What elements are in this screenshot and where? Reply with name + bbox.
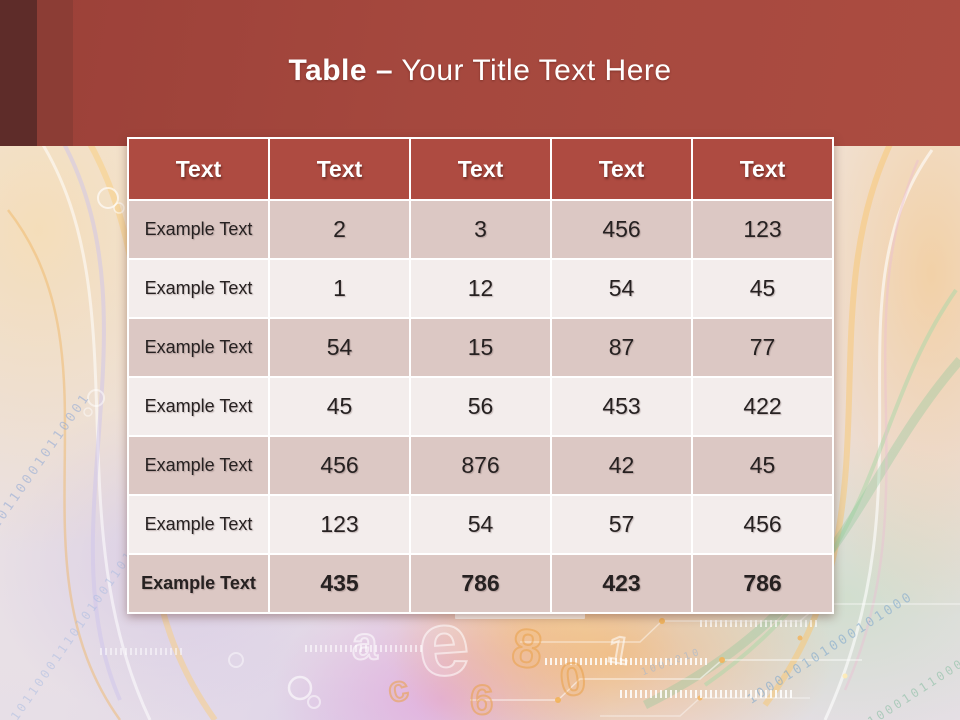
value-cell: 123	[693, 201, 832, 258]
row-label-cell: Example Text	[129, 496, 268, 553]
table-body: Example Text 2 3 456 123 Example Text 1 12 54 45 E…	[129, 201, 832, 612]
row-label-cell: Example Text	[129, 319, 268, 376]
value-cell: 45	[270, 378, 409, 435]
value-cell: 786	[693, 555, 832, 612]
table-row: Example Text 123 54 57 456	[129, 496, 832, 553]
value-cell: 423	[552, 555, 691, 612]
header-row: Text Text Text Text Text	[129, 139, 832, 199]
value-cell: 3	[411, 201, 550, 258]
value-cell: 77	[693, 319, 832, 376]
table-row: Example Text 435 786 423 786	[129, 555, 832, 612]
value-cell: 56	[411, 378, 550, 435]
value-cell: 45	[693, 260, 832, 317]
row-label-cell: Example Text	[129, 378, 268, 435]
left-dark-strip	[0, 0, 37, 146]
value-cell: 42	[552, 437, 691, 494]
tick-strip	[100, 648, 185, 655]
tick-strip	[700, 620, 820, 627]
value-cell: 453	[552, 378, 691, 435]
title-banner: Table – Your Title Text Here	[0, 0, 960, 146]
decorative-glyph: 6	[469, 675, 494, 720]
tick-strip	[305, 645, 425, 652]
row-label-cell: Example Text	[129, 555, 268, 612]
table-row: Example Text 2 3 456 123	[129, 201, 832, 258]
value-cell: 45	[693, 437, 832, 494]
column-header: Text	[693, 139, 832, 199]
value-cell: 54	[552, 260, 691, 317]
value-cell: 456	[270, 437, 409, 494]
value-cell: 15	[411, 319, 550, 376]
value-cell: 786	[411, 555, 550, 612]
table-row: Example Text 1 12 54 45	[129, 260, 832, 317]
table-row: Example Text 54 15 87 77	[129, 319, 832, 376]
row-label-cell: Example Text	[129, 437, 268, 494]
column-header: Text	[129, 139, 268, 199]
value-cell: 12	[411, 260, 550, 317]
value-cell: 422	[693, 378, 832, 435]
highlight-bar	[455, 610, 585, 619]
tick-strip	[620, 690, 795, 698]
title-separator: –	[375, 54, 394, 87]
slide-title: Table – Your Title Text Here	[0, 54, 960, 88]
left-mid-strip	[37, 0, 73, 146]
value-cell: 54	[411, 496, 550, 553]
title-bold-text: Table	[288, 54, 368, 87]
row-label-cell: Example Text	[129, 260, 268, 317]
value-cell: 876	[411, 437, 550, 494]
data-table: Text Text Text Text Text Example Text 2 3 456 12…	[127, 137, 834, 614]
value-cell: 87	[552, 319, 691, 376]
table-header: Text Text Text Text Text	[129, 139, 832, 199]
row-label-cell: Example Text	[129, 201, 268, 258]
value-cell: 456	[552, 201, 691, 258]
value-cell: 456	[693, 496, 832, 553]
value-cell: 123	[270, 496, 409, 553]
column-header: Text	[270, 139, 409, 199]
value-cell: 2	[270, 201, 409, 258]
tick-strip	[545, 658, 710, 665]
table-row: Example Text 45 56 453 422	[129, 378, 832, 435]
column-header: Text	[411, 139, 550, 199]
table-row: Example Text 456 876 42 45	[129, 437, 832, 494]
value-cell: 1	[270, 260, 409, 317]
value-cell: 435	[270, 555, 409, 612]
decorative-glyph: a	[351, 616, 379, 670]
column-header: Text	[552, 139, 691, 199]
value-cell: 57	[552, 496, 691, 553]
title-rest-text: Your Title Text Here	[401, 54, 672, 87]
value-cell: 54	[270, 319, 409, 376]
